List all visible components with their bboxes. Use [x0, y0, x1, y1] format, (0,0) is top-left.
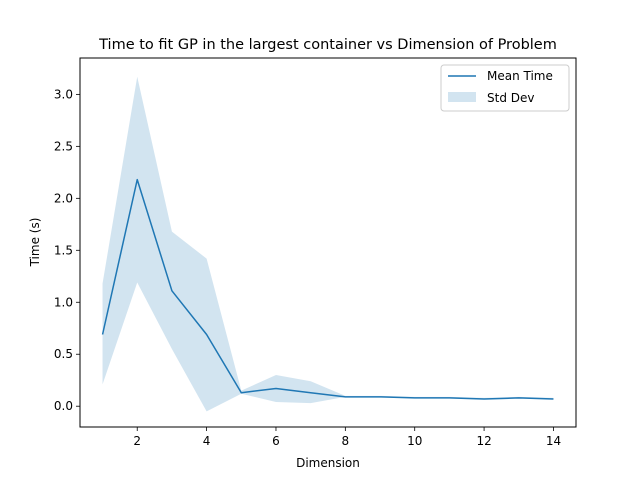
legend: Mean Time Std Dev — [440, 64, 570, 112]
x-tick-label: 14 — [546, 434, 561, 448]
std-dev-band — [102, 76, 554, 412]
band-layer — [102, 76, 554, 412]
mean-time-line — [101, 178, 554, 400]
legend-std-dev-label: Std Dev — [487, 91, 534, 105]
x-tick-label: 8 — [342, 434, 350, 448]
y-tick-label: 0.0 — [54, 399, 73, 413]
legend-std-dev-swatch — [448, 92, 476, 102]
chart-title: Time to fit GP in the largest container … — [98, 37, 557, 53]
line-layer — [101, 178, 554, 400]
axes-frame — [79, 57, 577, 428]
plot-area: 2 4 6 8 10 12 14 0.0 0.5 1.0 1.5 2.0 2.5 3.0 — [54, 57, 577, 448]
x-axis-ticks: 2 4 6 8 10 12 14 — [133, 427, 561, 448]
y-tick-label: 3.0 — [54, 87, 73, 101]
x-tick-label: 2 — [133, 434, 141, 448]
y-tick-label: 2.5 — [54, 139, 73, 153]
x-tick-label: 12 — [476, 434, 491, 448]
y-tick-label: 1.5 — [54, 243, 73, 257]
x-tick-label: 10 — [407, 434, 422, 448]
y-tick-label: 2.0 — [54, 191, 73, 205]
x-tick-label: 6 — [272, 434, 280, 448]
y-tick-label: 0.5 — [54, 347, 73, 361]
x-axis-label: Dimension — [296, 456, 360, 470]
legend-mean-time-label: Mean Time — [487, 69, 553, 83]
y-axis-label: Time (s) — [28, 218, 42, 268]
x-tick-label: 4 — [203, 434, 211, 448]
y-axis-ticks: 0.0 0.5 1.0 1.5 2.0 2.5 3.0 — [54, 87, 80, 413]
y-tick-label: 1.0 — [54, 295, 73, 309]
